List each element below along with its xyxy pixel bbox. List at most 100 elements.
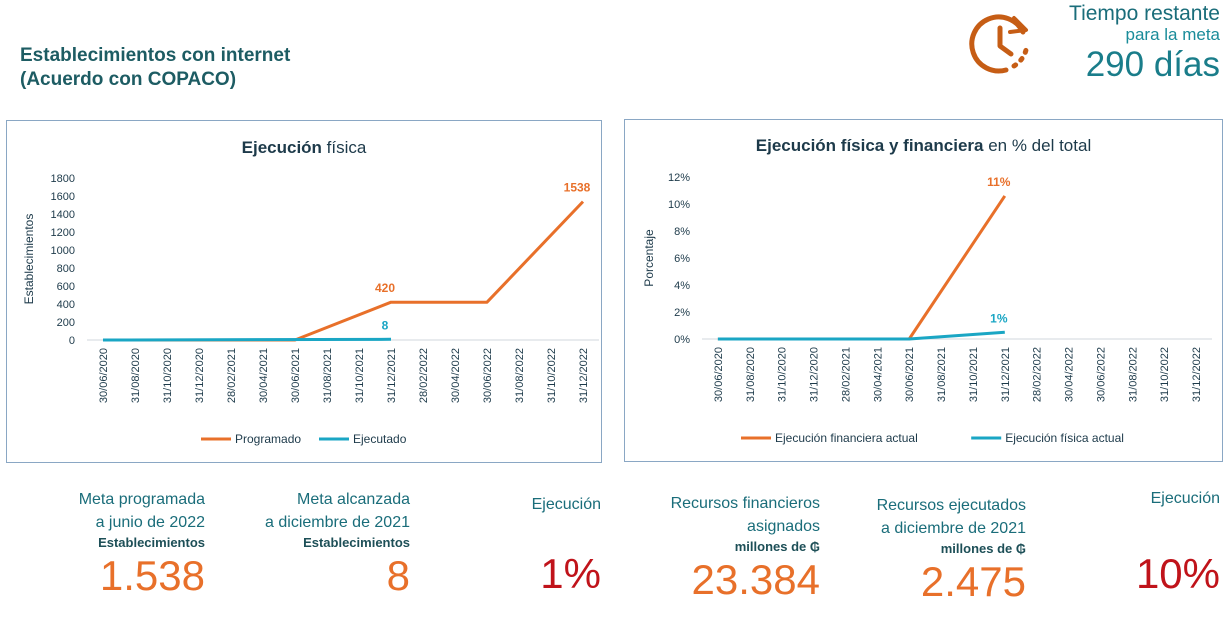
time-remaining-value: 290 días xyxy=(1085,45,1220,84)
x-tick-label: 30/04/2021 xyxy=(872,347,884,402)
kpi-unit: Establecimientos xyxy=(303,535,410,550)
kpi-ejecucion-financiera: Ejecución 10% xyxy=(1136,487,1220,598)
kpi-value: 8 xyxy=(386,552,410,599)
kpi-label: Ejecución xyxy=(531,496,601,513)
kpi-label: a junio de 2022 xyxy=(95,514,205,531)
y-tick-label: 1600 xyxy=(51,191,75,203)
time-remaining-title: Tiempo restante xyxy=(1069,2,1220,25)
y-tick-label: 1000 xyxy=(51,245,75,257)
kpi-ejecucion-fisica: Ejecución 1% xyxy=(532,493,601,598)
x-tick-label: 31/10/2022 xyxy=(546,348,558,403)
y-tick-label: 0 xyxy=(69,335,75,347)
y-tick-label: 6% xyxy=(674,253,690,265)
chart-physical: Ejecución física Establecimientos 0 200 400 6… xyxy=(22,138,599,446)
chart-title-bold: Ejecución xyxy=(242,138,322,157)
series-line-ejecuci-n-f-sica-actual xyxy=(717,330,1005,341)
kpi-value: 10% xyxy=(1135,550,1220,597)
kpi-label: Meta alcanzada xyxy=(297,491,410,508)
y-tick-label: 2% xyxy=(674,307,690,319)
x-tick-label: 30/06/2022 xyxy=(482,348,494,403)
kpi-label: Recursos ejecutados xyxy=(876,497,1026,514)
x-tick-label: 31/12/2020 xyxy=(194,348,206,403)
x-tick-label: 31/12/2022 xyxy=(578,348,590,403)
data-label: 1538 xyxy=(564,181,591,195)
y-axis-label: Porcentaje xyxy=(642,229,656,287)
x-tick-label: 31/08/2022 xyxy=(514,348,526,403)
page-title-line2: (Acuerdo con COPACO) xyxy=(20,69,237,90)
chart-title-bold: Ejecución física y financiera xyxy=(756,136,984,155)
x-tick-label: 31/10/2022 xyxy=(1159,347,1171,402)
x-tick-label: 30/04/2022 xyxy=(1064,347,1076,402)
kpi-label: asignados xyxy=(747,518,820,535)
y-tick-label: 0% xyxy=(674,334,690,346)
x-tick-label: 30/06/2022 xyxy=(1095,347,1107,402)
kpi-recursos-asignados: Recursos financieros asignados millones … xyxy=(671,492,820,604)
kpi-value: 2.475 xyxy=(920,558,1026,605)
y-tick-label: 1800 xyxy=(51,173,75,185)
y-tick-label: 800 xyxy=(57,263,75,275)
x-tick-label: 31/08/2020 xyxy=(745,347,757,402)
kpi-unit: millones de ₲ xyxy=(940,541,1026,556)
x-tick-label: 31/12/2020 xyxy=(809,347,821,402)
kpi-label: Recursos financieros xyxy=(670,495,820,512)
x-tick-label: 31/08/2022 xyxy=(1127,347,1139,402)
data-label: 8 xyxy=(382,318,389,332)
kpi-unit: Establecimientos xyxy=(98,535,205,550)
x-tick-label: 31/08/2020 xyxy=(130,348,142,403)
y-tick-label: 1400 xyxy=(51,209,75,221)
series-line-ejecuci-n-financiera-actual xyxy=(717,195,1007,341)
x-tick-label: 30/06/2021 xyxy=(904,347,916,402)
x-tick-label: 28/02/2022 xyxy=(418,348,430,403)
y-tick-label: 10% xyxy=(668,199,690,211)
x-tick-label: 30/06/2020 xyxy=(713,347,725,402)
kpi-meta-programada: Meta programada a junio de 2022 Establec… xyxy=(79,488,205,600)
chart-title-rest: en % del total xyxy=(983,136,1091,155)
chart-percent-panel: Ejecución física y financiera en % del t… xyxy=(624,119,1223,462)
time-remaining: Tiempo restante para la meta 290 días xyxy=(1069,2,1220,86)
x-tick-label: 30/06/2021 xyxy=(290,348,302,403)
x-tick-label: 28/02/2021 xyxy=(840,347,852,402)
time-remaining-subtitle: para la meta xyxy=(1125,25,1221,44)
x-tick-label: 31/10/2021 xyxy=(968,347,980,402)
y-tick-label: 1200 xyxy=(51,227,75,239)
chart-title: Ejecución física y financiera en % del t… xyxy=(756,136,1091,155)
data-label: 420 xyxy=(375,281,395,295)
y-tick-label: 12% xyxy=(668,172,690,184)
kpi-label: a diciembre de 2021 xyxy=(881,520,1026,537)
kpi-value: 1% xyxy=(540,550,601,597)
x-tick-label: 30/04/2021 xyxy=(258,348,270,403)
kpi-label: Ejecución xyxy=(1150,490,1220,507)
y-axis-label: Establecimientos xyxy=(22,214,36,305)
y-tick-label: 600 xyxy=(57,281,75,293)
clock-arrow-icon xyxy=(969,14,1029,74)
legend-label: Ejecución física actual xyxy=(1005,431,1124,445)
page-title-line1: Establecimientos con internet xyxy=(20,45,291,66)
x-tick-label: 28/02/2021 xyxy=(226,348,238,403)
series-line-ejecutado xyxy=(102,337,392,342)
chart-title-rest: física xyxy=(322,138,367,157)
x-tick-label: 28/02/2022 xyxy=(1032,347,1044,402)
legend-label: Ejecución financiera actual xyxy=(775,431,918,445)
x-tick-label: 31/10/2021 xyxy=(354,348,366,403)
kpi-unit: millones de ₲ xyxy=(734,539,820,554)
x-tick-label: 31/12/2021 xyxy=(1000,347,1012,402)
x-tick-label: 30/04/2022 xyxy=(450,348,462,403)
x-tick-label: 31/12/2021 xyxy=(386,348,398,403)
x-tick-label: 31/10/2020 xyxy=(162,348,174,403)
legend-label: Ejecutado xyxy=(353,432,407,446)
chart-percent: Ejecución física y financiera en % del t… xyxy=(642,136,1212,445)
x-tick-label: 31/10/2020 xyxy=(777,347,789,402)
data-label: 1% xyxy=(990,311,1008,325)
kpi-value: 23.384 xyxy=(691,556,820,603)
page-title: Establecimientos con internet (Acuerdo c… xyxy=(20,44,290,92)
kpi-label: Meta programada xyxy=(78,491,205,508)
kpi-label: a diciembre de 2021 xyxy=(265,514,410,531)
y-tick-label: 4% xyxy=(674,280,690,292)
y-tick-label: 200 xyxy=(57,317,75,329)
x-tick-label: 31/08/2021 xyxy=(936,347,948,402)
legend-label: Programado xyxy=(235,432,301,446)
x-tick-label: 31/12/2022 xyxy=(1191,347,1203,402)
y-tick-label: 400 xyxy=(57,299,75,311)
x-tick-label: 30/06/2020 xyxy=(98,348,110,403)
kpi-recursos-ejecutados: Recursos ejecutados a diciembre de 2021 … xyxy=(877,494,1026,606)
